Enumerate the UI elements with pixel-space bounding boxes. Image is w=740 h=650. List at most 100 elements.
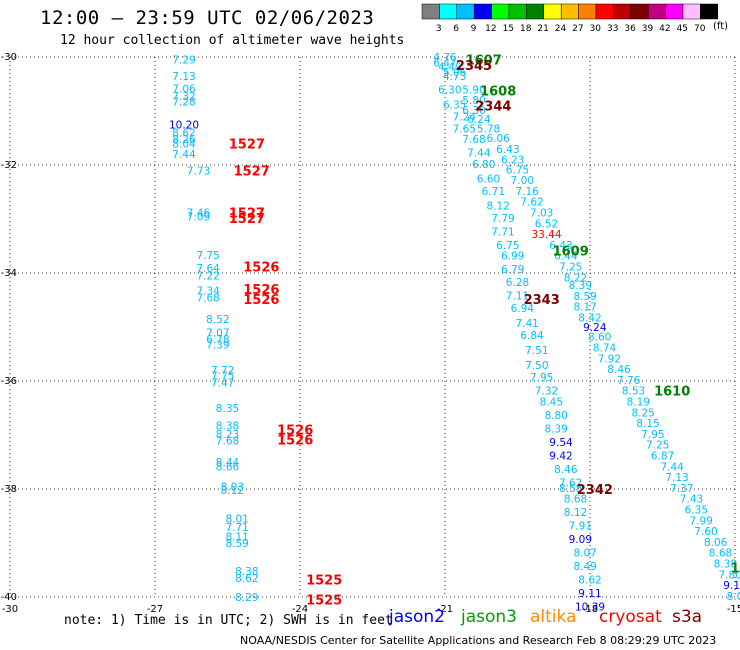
scale-label: 9 xyxy=(471,24,477,34)
wave-height-value: 7.32 xyxy=(172,91,195,103)
latitude-tick-label: -34 xyxy=(1,268,17,279)
wave-height-value: 6.24 xyxy=(467,114,491,126)
wave-height-value: 8.66 xyxy=(216,461,240,473)
pass-time-label: 1608 xyxy=(480,84,516,99)
longitude-tick-label: -24 xyxy=(292,604,308,615)
latitude-tick-label: -32 xyxy=(1,160,17,171)
wave-height-value: 8.19 xyxy=(627,397,650,409)
wave-height-value: 6.79 xyxy=(501,264,524,276)
wave-height-value: 7.72 xyxy=(211,365,234,377)
pass-time-label: 1526 xyxy=(277,433,313,448)
wave-height-value: 8.39 xyxy=(544,424,567,436)
wave-height-value: 7.39 xyxy=(206,339,229,351)
wave-height-value: 6.60 xyxy=(477,174,500,186)
wave-height-value: 4.73 xyxy=(443,71,466,83)
wave-height-value: 7.95 xyxy=(641,429,664,441)
wave-height-value: 7.22 xyxy=(196,271,219,283)
pass-time-label: 2345 xyxy=(456,59,492,74)
wave-height-value: 7.24 xyxy=(453,111,477,123)
wave-height-value: 6.52 xyxy=(535,218,558,230)
wave-height-value: 7.47 xyxy=(211,378,234,390)
wave-height-value: 6.43 xyxy=(496,144,519,156)
wave-height-value: 7.34 xyxy=(196,285,220,297)
wave-height-value: 8.29 xyxy=(235,592,258,604)
wave-height-value: 7.91 xyxy=(569,521,592,533)
wave-height-value: 9.11 xyxy=(578,588,601,600)
wave-height-value: 7.44 xyxy=(467,148,491,160)
wave-height-value: 7.68 xyxy=(216,435,239,447)
pass-time-label: 1 xyxy=(730,561,739,576)
wave-height-value: 8.59 xyxy=(225,538,248,550)
wave-height-value: 10.20 xyxy=(169,120,199,132)
scale-swatch xyxy=(700,3,719,20)
wave-height-value: 7.92 xyxy=(598,353,621,365)
wave-height-value: 7.75 xyxy=(196,250,219,262)
wave-height-value: 9.24 xyxy=(583,322,607,334)
scale-label: 42 xyxy=(659,24,670,34)
wave-height-value: 6.94 xyxy=(511,303,535,315)
pass-time-label: 1525 xyxy=(306,574,342,589)
scale-label: 45 xyxy=(677,24,688,34)
pass-time-label: 1525 xyxy=(306,594,342,609)
legend-altika: altika xyxy=(530,607,577,627)
wave-height-value: 9.54 xyxy=(549,437,573,449)
pass-time-label: 2343 xyxy=(524,293,560,308)
wave-height-value: 33.44 xyxy=(531,229,561,241)
wave-height-value: 7.71 xyxy=(491,226,514,238)
wave-height-value: 7.43 xyxy=(680,494,703,506)
scale-label: 21 xyxy=(537,24,548,34)
wave-height-value: 10.39 xyxy=(575,602,605,614)
wave-height-value: 7.13 xyxy=(172,71,195,83)
wave-height-value: 7.76 xyxy=(617,375,641,387)
wave-height-value: 7.51 xyxy=(525,345,548,357)
wave-height-value: 8.0 xyxy=(727,591,740,603)
color-scale: 3 6 9 12 15 18 21 24 27 30 33 36 39 42 45 70 xyxy=(421,3,719,34)
wave-height-value: 8.62 xyxy=(172,128,195,140)
pass-time-label: 1526 xyxy=(277,424,313,439)
wave-height-value: 7.68 xyxy=(462,134,485,146)
pass-time-label: 1527 xyxy=(234,164,270,179)
wave-height-value: 7.16 xyxy=(515,186,539,198)
wave-height-value: 8.46 xyxy=(607,364,631,376)
map-title: 12:00 — 23:59 UTC 02/06/2023 xyxy=(40,7,375,29)
longitude-tick-label: -18 xyxy=(582,604,598,615)
scale-label: 33 xyxy=(607,24,618,34)
wave-height-value: 6.87 xyxy=(651,451,674,463)
wave-height-value: 7.44 xyxy=(172,149,196,161)
wave-height-value: 8.35 xyxy=(216,403,239,415)
wave-height-value: 6.80 xyxy=(472,159,495,171)
wave-height-value: 8.23 xyxy=(216,429,239,441)
wave-height-value: 7.25 xyxy=(646,440,669,452)
scale-label: 39 xyxy=(642,24,654,34)
latitude-tick-label: -38 xyxy=(1,484,17,495)
wave-height-value: 6.30 xyxy=(438,84,461,96)
wave-height-value: 8.03 xyxy=(221,481,244,493)
wave-height-value: 7.44 xyxy=(660,461,684,473)
longitude-tick-label: -27 xyxy=(147,604,163,615)
wave-height-value: 7.46 xyxy=(187,208,211,220)
pass-time-label: 1526 xyxy=(243,293,279,308)
wave-height-value: 7.28 xyxy=(172,96,195,108)
wave-height-value: 8.15 xyxy=(636,418,659,430)
wave-height-value: 7.79 xyxy=(491,213,514,225)
pass-time-label: 1526 xyxy=(243,261,279,276)
wave-height-value: 7.65 xyxy=(453,123,476,135)
wave-height-value: 8.26 xyxy=(172,134,196,146)
wave-height-value: 8.07 xyxy=(573,548,596,560)
wave-height-value: 8.22 xyxy=(564,272,587,284)
pass-time-label: 1609 xyxy=(553,244,589,259)
latitude-tick-label: -40 xyxy=(1,592,17,603)
pass-time-label: 1527 xyxy=(229,212,265,227)
wave-height-value: 7.29 xyxy=(172,55,195,67)
wave-height-value: 8.58 xyxy=(559,483,582,495)
wave-height-value: 5.06 xyxy=(443,67,467,79)
footer-credit: NOAA/NESDIS Center for Satellite Applica… xyxy=(240,634,717,647)
wave-height-value: 6.47 xyxy=(433,57,456,69)
wave-height-value: 8.38 xyxy=(714,559,737,571)
wave-height-value: 7.37 xyxy=(670,483,693,495)
scale-label: 6 xyxy=(453,24,459,34)
wave-height-value: 7.50 xyxy=(525,360,548,372)
wave-height-value: 6.06 xyxy=(486,133,510,145)
pass-time-label: 1610 xyxy=(654,385,690,400)
